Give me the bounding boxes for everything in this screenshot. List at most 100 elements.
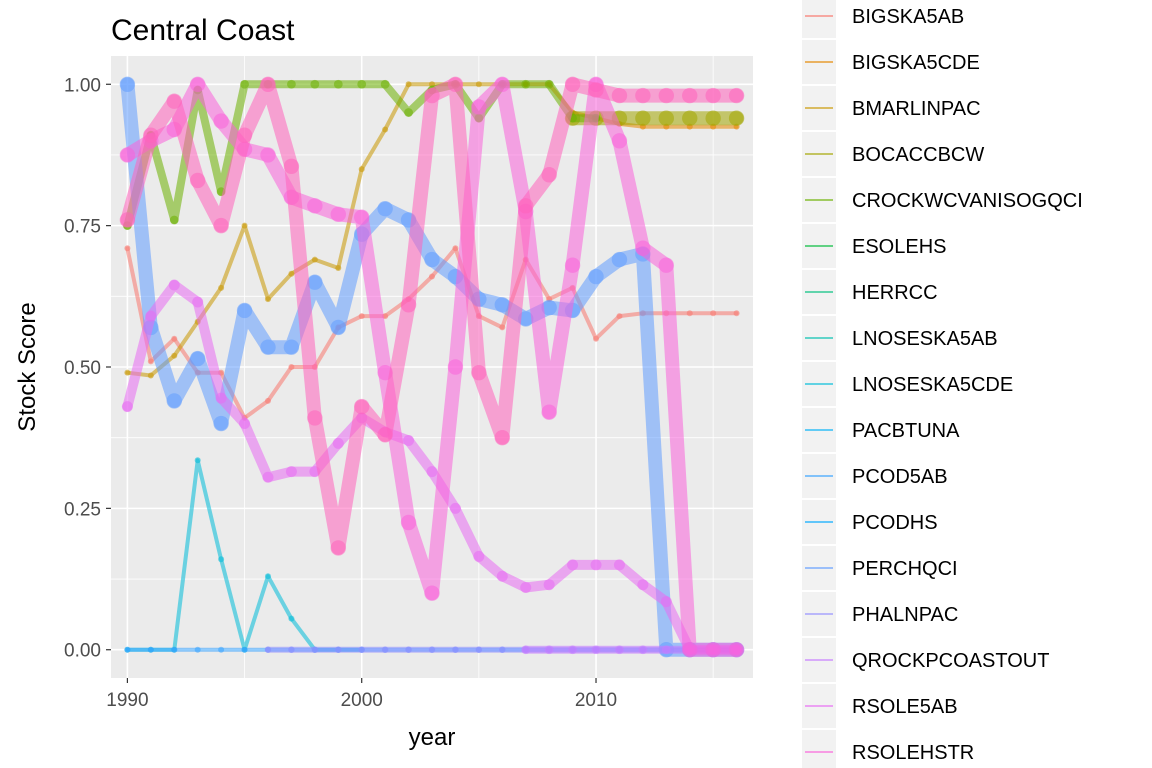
data-point bbox=[591, 645, 601, 655]
data-point bbox=[166, 393, 182, 409]
data-point bbox=[568, 645, 577, 655]
data-point bbox=[168, 279, 180, 291]
data-point bbox=[403, 435, 415, 447]
series-lines bbox=[119, 76, 745, 658]
data-point bbox=[658, 257, 675, 273]
data-point bbox=[147, 372, 154, 379]
data-point bbox=[567, 559, 579, 571]
y-tick-label: 0.50 bbox=[64, 358, 101, 379]
data-point bbox=[333, 79, 343, 89]
legend-label: CROCKWCVANISOGQCI bbox=[852, 190, 1083, 212]
data-point bbox=[541, 299, 557, 316]
data-point bbox=[686, 310, 693, 317]
data-point bbox=[426, 466, 438, 478]
data-point bbox=[381, 646, 389, 654]
data-point bbox=[521, 79, 531, 89]
data-point bbox=[169, 215, 179, 225]
data-point bbox=[705, 110, 721, 126]
data-point bbox=[218, 284, 225, 291]
data-point bbox=[475, 81, 482, 88]
data-point bbox=[710, 310, 717, 317]
data-point bbox=[236, 302, 253, 319]
data-point bbox=[335, 265, 342, 272]
data-point bbox=[264, 573, 271, 580]
data-point bbox=[588, 82, 604, 98]
data-point bbox=[429, 273, 435, 280]
data-point bbox=[593, 335, 600, 342]
data-point bbox=[682, 110, 698, 126]
data-point bbox=[143, 127, 159, 143]
x-axis: 1990 2000 2010 bbox=[106, 678, 617, 711]
data-point bbox=[121, 401, 133, 413]
data-point bbox=[264, 646, 272, 654]
data-point bbox=[613, 559, 625, 571]
data-point bbox=[400, 514, 417, 531]
data-point bbox=[452, 245, 459, 252]
legend-label: PACBTUNA bbox=[852, 420, 960, 442]
legend-label: PHALNPAC bbox=[852, 604, 958, 626]
data-point bbox=[424, 585, 440, 601]
data-point bbox=[728, 87, 745, 104]
data-point bbox=[658, 87, 675, 104]
data-point bbox=[611, 251, 628, 268]
legend-label: RSOLE5AB bbox=[852, 696, 958, 718]
data-point bbox=[377, 200, 393, 217]
data-point bbox=[471, 364, 487, 381]
data-point bbox=[615, 645, 624, 655]
data-point bbox=[424, 251, 440, 268]
data-point bbox=[311, 646, 319, 654]
data-point bbox=[428, 646, 436, 654]
data-point bbox=[494, 76, 510, 92]
y-axis: 0.00 0.25 0.50 0.75 1.00 bbox=[64, 75, 111, 662]
data-point bbox=[541, 167, 557, 183]
legend-label: QROCKPCOASTOUT bbox=[852, 650, 1049, 672]
data-point bbox=[520, 582, 532, 594]
data-point bbox=[147, 358, 154, 365]
data-point bbox=[544, 79, 554, 89]
data-point bbox=[215, 392, 227, 404]
data-point bbox=[405, 646, 412, 654]
data-point bbox=[194, 646, 201, 653]
data-point bbox=[189, 350, 206, 367]
y-tick-label: 0.00 bbox=[64, 641, 101, 662]
legend-label: HERRCC bbox=[852, 282, 938, 304]
data-point bbox=[499, 324, 506, 331]
data-point bbox=[330, 206, 346, 223]
data-point bbox=[147, 646, 154, 653]
x-tick-label: 1990 bbox=[106, 690, 148, 711]
data-point bbox=[334, 646, 342, 654]
data-point bbox=[213, 217, 229, 234]
data-point bbox=[382, 126, 389, 133]
data-point bbox=[635, 240, 651, 256]
legend-label: PCOD5AB bbox=[852, 466, 948, 488]
data-point bbox=[213, 113, 229, 129]
data-point bbox=[733, 310, 740, 317]
data-point bbox=[218, 556, 225, 563]
data-point bbox=[447, 76, 464, 92]
data-point bbox=[518, 311, 534, 327]
data-point bbox=[682, 642, 698, 658]
data-point bbox=[260, 147, 276, 163]
data-point bbox=[638, 645, 648, 655]
data-point bbox=[264, 296, 271, 303]
data-point bbox=[404, 108, 413, 117]
y-axis-title: Stock Score bbox=[14, 302, 41, 431]
legend-label: BIGSKA5CDE bbox=[852, 52, 980, 74]
data-point bbox=[611, 87, 628, 104]
data-point bbox=[283, 339, 300, 355]
data-point bbox=[218, 646, 225, 653]
data-point bbox=[682, 87, 698, 104]
data-point bbox=[405, 81, 412, 88]
data-point bbox=[660, 596, 672, 608]
data-point bbox=[496, 570, 508, 582]
data-point bbox=[288, 270, 295, 277]
data-point bbox=[262, 471, 274, 483]
legend-label: BIGSKA5AB bbox=[852, 6, 964, 28]
data-point bbox=[311, 256, 318, 263]
data-point bbox=[330, 319, 346, 336]
data-point bbox=[124, 245, 131, 252]
x-tick-label: 2000 bbox=[341, 690, 383, 711]
data-point bbox=[288, 615, 295, 622]
legend-key bbox=[802, 730, 836, 768]
